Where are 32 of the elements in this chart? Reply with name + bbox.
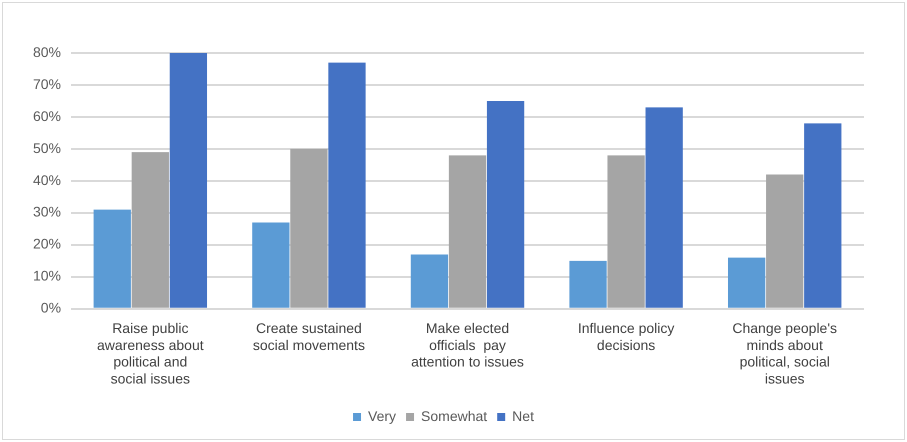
x-tick-label: Raise public awareness about political and social issues bbox=[97, 320, 204, 386]
bar bbox=[569, 260, 607, 308]
bar bbox=[804, 123, 842, 308]
bar bbox=[646, 107, 683, 308]
y-tick-label: 50% bbox=[32, 140, 62, 156]
legend-label: Net bbox=[512, 408, 534, 424]
bar bbox=[328, 62, 366, 308]
bar bbox=[448, 155, 486, 308]
y-tick-label: 60% bbox=[32, 108, 62, 124]
bar bbox=[486, 100, 524, 308]
x-tick-label: Create sustained social movements bbox=[252, 320, 365, 353]
legend-label: Somewhat bbox=[421, 408, 488, 424]
bar bbox=[94, 210, 131, 308]
y-tick-label: 30% bbox=[32, 204, 62, 220]
y-tick-label: 10% bbox=[32, 268, 62, 284]
y-tick-label: 20% bbox=[32, 236, 62, 252]
y-tick-label: 70% bbox=[32, 76, 62, 92]
bar bbox=[290, 148, 328, 308]
bar bbox=[410, 254, 448, 308]
x-tick-label: Change people's minds about political, social issues bbox=[732, 320, 838, 386]
bar bbox=[252, 222, 290, 308]
y-tick-label: 0% bbox=[40, 300, 62, 316]
y-tick-label: 40% bbox=[32, 172, 62, 188]
bar bbox=[132, 152, 169, 308]
y-tick-label: 80% bbox=[32, 44, 62, 60]
bar bbox=[728, 258, 766, 308]
bar bbox=[766, 174, 804, 308]
bar bbox=[170, 53, 208, 308]
bar bbox=[607, 155, 645, 308]
x-tick-label: Influence policy decisions bbox=[578, 320, 674, 353]
x-tick-label: Make elected officials pay attention to issues bbox=[411, 320, 524, 370]
legend-label: Very bbox=[368, 408, 396, 424]
